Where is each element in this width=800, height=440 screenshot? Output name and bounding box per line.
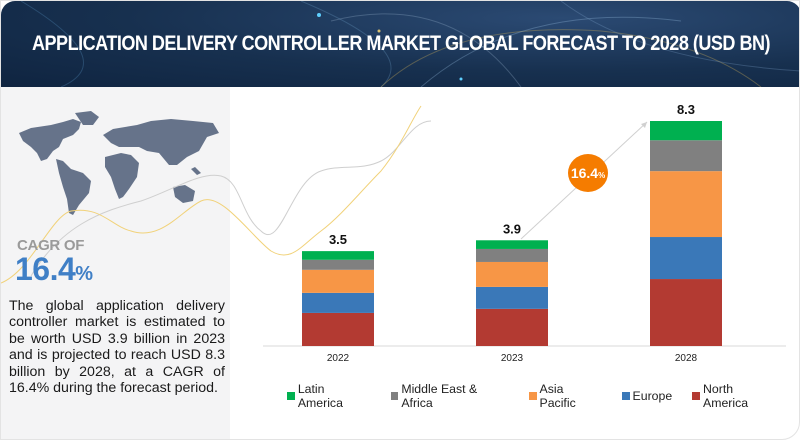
world-map-icon xyxy=(19,111,219,215)
legend-swatch xyxy=(528,392,537,400)
bar-segment-north-america-2023 xyxy=(476,308,548,346)
legend-label: Middle East & Africa xyxy=(401,382,478,410)
cagr-value: 16.4% xyxy=(15,251,93,288)
legend-swatch xyxy=(692,392,700,400)
header-light-dot xyxy=(317,13,321,17)
cagr-unit: % xyxy=(75,263,93,285)
decorative-curve-gray xyxy=(30,120,432,277)
market-description: The global application delivery controll… xyxy=(9,298,225,397)
bars-layer xyxy=(302,121,722,346)
cagr-bubble-label: 16.4% xyxy=(571,165,605,181)
bar-total-label: 3.9 xyxy=(503,221,521,236)
header-banner: APPLICATION DELIVERY CONTROLLER MARKET G… xyxy=(1,1,799,87)
cagr-number: 16.4 xyxy=(15,251,76,287)
bar-segment-middle-east-africa-2022 xyxy=(302,259,374,270)
x-tick-label: 2023 xyxy=(501,353,524,364)
bar-segment-latin-america-2028 xyxy=(650,121,722,141)
header-background-lines xyxy=(20,1,799,87)
labels-layer: 3.5 2022 3.9 2023 8.3 2028 xyxy=(327,102,698,364)
bar-segment-asia-pacific-2023 xyxy=(476,261,548,287)
bar-segment-latin-america-2022 xyxy=(302,251,374,260)
decorative-curve-yellow xyxy=(1,105,422,284)
header-light-dot xyxy=(377,29,381,33)
legend-item: Latin America xyxy=(287,382,371,410)
cagr-label: CAGR OF xyxy=(17,237,85,254)
legend-label: Latin America xyxy=(297,382,343,410)
legend-item: Europe xyxy=(621,382,673,410)
legend-item: Middle East & Africa xyxy=(390,382,509,410)
chart-legend: Latin America Middle East & Africa Asia Pa… xyxy=(287,382,799,410)
legend-label: Europe xyxy=(632,389,673,403)
bar-total-label: 3.5 xyxy=(329,232,347,247)
cagr-bubble: 16.4% xyxy=(568,154,608,192)
bar-segment-asia-pacific-2028 xyxy=(650,171,722,238)
bar-segment-europe-2023 xyxy=(476,286,548,309)
legend-item: North America xyxy=(692,382,779,410)
header-light-dot xyxy=(459,77,463,81)
cagr-bubble-shape xyxy=(568,154,608,192)
bar-segment-europe-2028 xyxy=(650,237,722,280)
bar-segment-middle-east-africa-2023 xyxy=(476,248,548,262)
bar-segment-middle-east-africa-2028 xyxy=(650,140,722,172)
bar-segment-north-america-2028 xyxy=(650,279,722,346)
x-tick-label: 2022 xyxy=(327,353,350,364)
legend-swatch xyxy=(621,392,630,400)
legend-swatch xyxy=(390,392,399,400)
bar-segment-latin-america-2023 xyxy=(476,240,548,249)
cagr-arrow-head xyxy=(641,122,647,128)
chart-title: APPLICATION DELIVERY CONTROLLER MARKET G… xyxy=(32,32,771,55)
legend-label: Asia Pacific xyxy=(539,382,576,410)
bar-segment-asia-pacific-2022 xyxy=(302,269,374,293)
legend-swatch xyxy=(287,392,295,400)
legend-label: North America xyxy=(703,382,749,410)
x-tick-label: 2028 xyxy=(675,353,698,364)
bar-segment-europe-2022 xyxy=(302,292,374,313)
bar-total-label: 8.3 xyxy=(677,102,695,117)
bar-segment-north-america-2022 xyxy=(302,312,374,346)
legend-item: Asia Pacific xyxy=(528,382,602,410)
